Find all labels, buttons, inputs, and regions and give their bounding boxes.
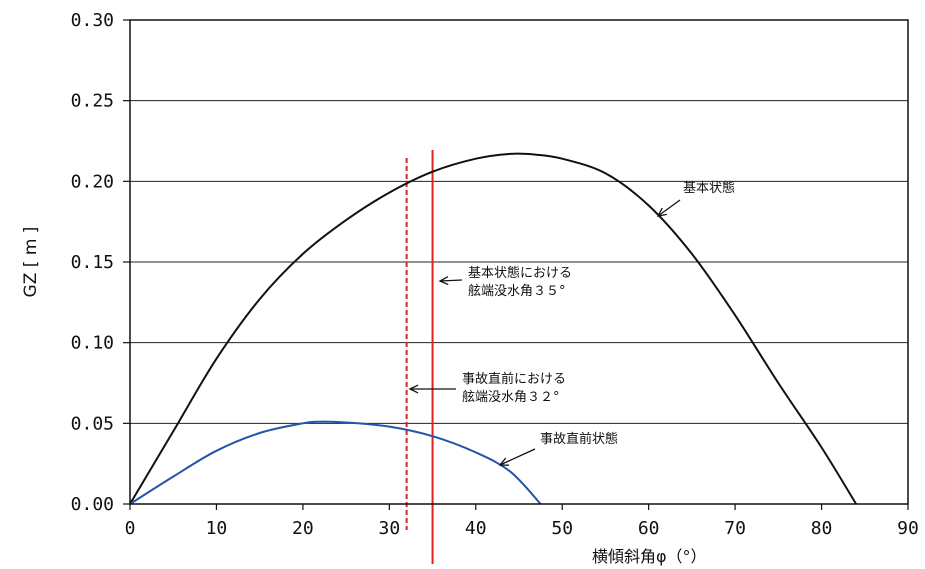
arrow-head [438, 276, 449, 286]
annotation-line: 事故直前状態 [540, 431, 618, 447]
y-tick-label: 0.10 [71, 333, 114, 354]
x-tick-label: 50 [551, 518, 573, 539]
annotations: 基本状態基本状態における舷端没水角３５°事故直前における舷端没水角３２°事故直前… [408, 180, 735, 466]
arrow-head [498, 457, 510, 466]
y-tick-label: 0.20 [71, 171, 114, 192]
y-tick-label: 0.25 [71, 91, 114, 112]
annotation-accident-immersion-angle: 事故直前における舷端没水角３２° [462, 371, 566, 405]
x-tick-label: 40 [465, 518, 487, 539]
y-tick-label: 0.30 [71, 10, 114, 31]
x-tick-label: 0 [125, 518, 136, 539]
x-tick-label: 20 [292, 518, 314, 539]
series-group [129, 152, 857, 505]
annotation-line: 舷端没水角３５° [468, 283, 566, 299]
annotation-line: 事故直前における [462, 371, 566, 387]
annotation-line: 基本状態 [683, 180, 735, 196]
heel-angle-lines [405, 150, 434, 564]
grid-lines [123, 19, 908, 505]
plot-frame [129, 19, 909, 505]
x-tick-label: 10 [206, 518, 228, 539]
arrow-head [656, 207, 667, 217]
arrow-head [408, 384, 419, 394]
arrow-line [499, 448, 536, 466]
x-axis-label: 横傾斜角φ（°） [592, 547, 707, 566]
arrow-line [657, 199, 681, 217]
y-tick-label: 0.05 [71, 413, 114, 434]
x-tick-label: 60 [638, 518, 660, 539]
x-tick-label: 70 [724, 518, 746, 539]
arrow-line [439, 279, 463, 282]
annotation-base-immersion-angle: 基本状態における舷端没水角３５° [468, 265, 572, 299]
y-tick-label: 0.15 [71, 252, 114, 273]
y-tick-label: 0.00 [71, 494, 114, 515]
series-line-pre-accident [129, 420, 542, 505]
x-tick-label: 30 [378, 518, 400, 539]
y-tick-labels: 0.00 0.05 0.10 0.15 0.20 0.25 0.30 [71, 10, 114, 515]
y-axis-label: GZ [ m ] [21, 227, 41, 298]
series-line-base-state [129, 152, 857, 505]
annotation-base-state: 基本状態 [683, 180, 735, 196]
annotation-pre-accident-state: 事故直前状態 [540, 431, 618, 447]
x-tick-label: 90 [897, 518, 919, 539]
annotation-line: 舷端没水角３２° [462, 389, 560, 405]
x-tick-label: 80 [811, 518, 833, 539]
x-tick-labels: 0 10 20 30 40 50 60 70 80 90 [125, 504, 919, 539]
annotation-line: 基本状態における [468, 265, 572, 281]
